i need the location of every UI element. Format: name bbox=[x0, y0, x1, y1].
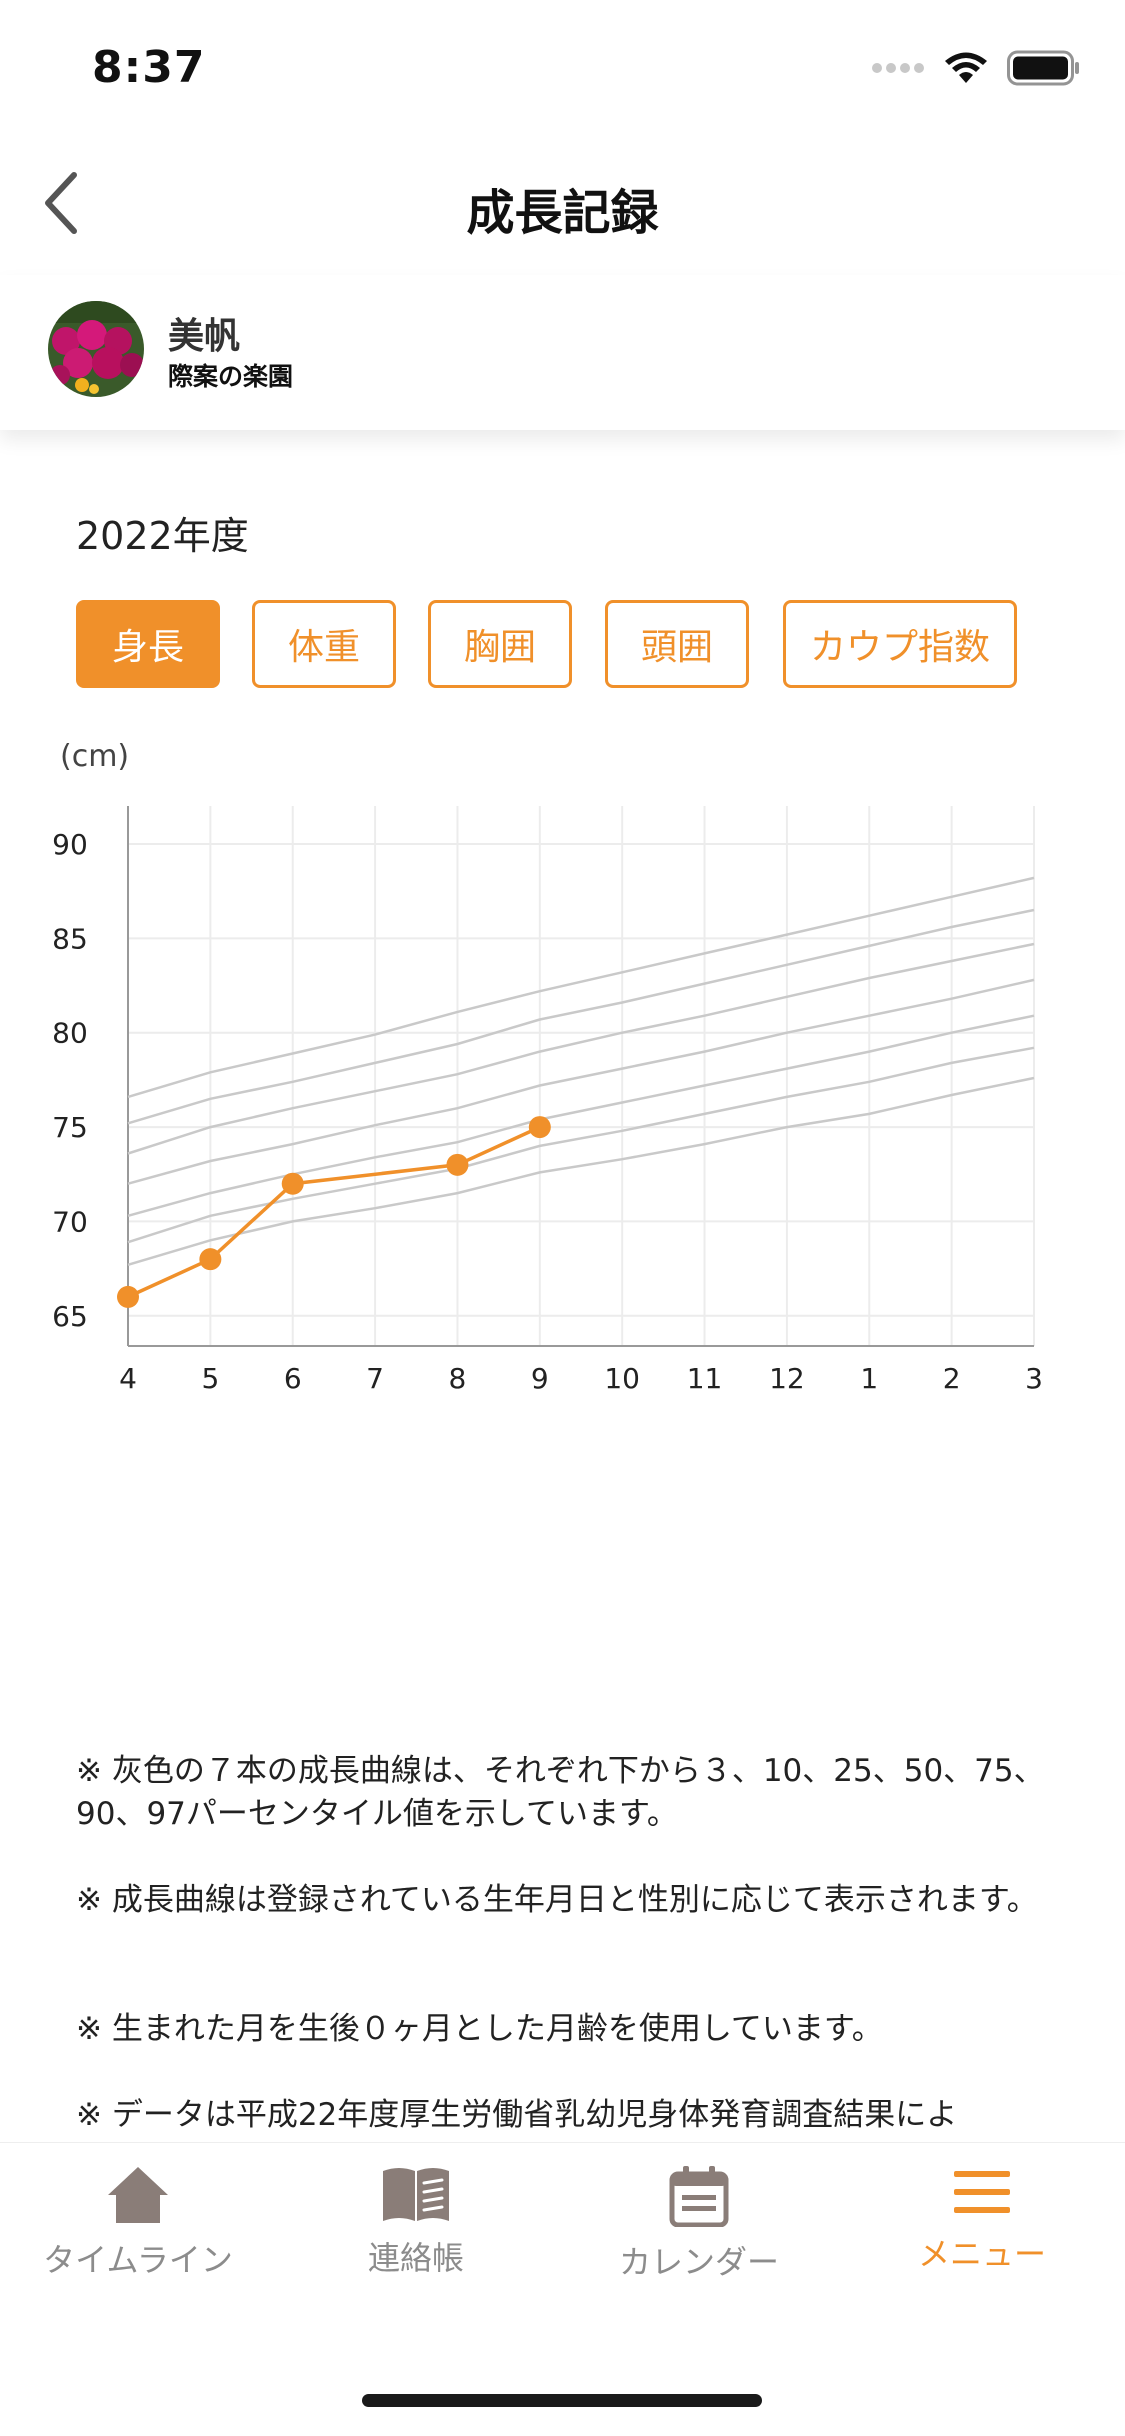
y-tick-label: 80 bbox=[52, 1017, 88, 1050]
calendar-icon bbox=[669, 2166, 729, 2227]
data-point[interactable] bbox=[528, 1116, 551, 1139]
x-tick-label: 1 bbox=[860, 1362, 878, 1390]
tab-bar-notebook[interactable]: 連絡帳 bbox=[276, 2165, 556, 2295]
growth-record-content[interactable]: 2022年度 身長 体重 胸囲 頭囲 カウプ指数 65 70 75 80 85 90 4 5 6… bbox=[0, 430, 1125, 2142]
tab-height[interactable]: 身長 bbox=[76, 600, 220, 688]
home-indicator bbox=[362, 2394, 762, 2407]
fiscal-year-label: 2022年度 bbox=[76, 514, 249, 558]
percentile-curve bbox=[127, 1014, 1035, 1218]
y-tick-label: 90 bbox=[52, 828, 88, 861]
tab-chest[interactable]: 胸囲 bbox=[428, 600, 572, 688]
status-time: 8:37 bbox=[92, 42, 206, 93]
note-birthdate: ※ 成長曲線は登録されている生年月日と性別に応じて表示されます。 bbox=[76, 1882, 1038, 1918]
x-tick-label: 5 bbox=[201, 1362, 219, 1390]
y-tick-label: 70 bbox=[52, 1205, 88, 1238]
navigation-bar: 成長記録 bbox=[0, 135, 1125, 275]
child-name: 美帆 bbox=[168, 316, 241, 357]
y-axis-label: (cm) bbox=[60, 739, 129, 774]
tab-bar-menu[interactable]: メニュー bbox=[842, 2165, 1122, 2295]
series-line bbox=[127, 1125, 541, 1299]
x-tick-label: 4 bbox=[119, 1362, 137, 1390]
percentile-curve bbox=[127, 1046, 1035, 1244]
x-tick-label: 2 bbox=[943, 1362, 961, 1390]
y-tick-label: 65 bbox=[52, 1300, 88, 1333]
x-tick-label: 7 bbox=[366, 1362, 384, 1390]
child-profile-header: 美帆 際案の楽園 bbox=[0, 275, 1125, 430]
percentile-curve bbox=[127, 942, 1035, 1155]
data-point[interactable] bbox=[446, 1153, 469, 1176]
bottom-tab-bar: タイムライン 連絡帳 カレンダー bbox=[0, 2142, 1125, 2436]
chevron-left-icon bbox=[45, 172, 77, 234]
data-point[interactable] bbox=[281, 1172, 304, 1195]
x-tick-label: 10 bbox=[604, 1362, 640, 1390]
signal-icon bbox=[872, 63, 924, 73]
data-point[interactable] bbox=[199, 1248, 222, 1271]
status-icons bbox=[871, 48, 1081, 88]
battery-icon bbox=[1007, 50, 1079, 86]
percentile-curve bbox=[127, 978, 1035, 1185]
x-tick-label: 8 bbox=[449, 1362, 467, 1390]
note-data-source: ※ データは平成22年度厚生労働省乳幼児身体発育調査結果によ bbox=[76, 2097, 958, 2133]
percentile-curve bbox=[127, 1076, 1035, 1266]
y-tick-label: 75 bbox=[52, 1111, 88, 1144]
tab-head[interactable]: 頭囲 bbox=[605, 600, 749, 688]
avatar bbox=[48, 301, 144, 397]
wifi-icon bbox=[945, 52, 987, 83]
tab-weight[interactable]: 体重 bbox=[252, 600, 396, 688]
x-tick-label: 9 bbox=[531, 1362, 549, 1390]
school-name: 際案の楽園 bbox=[168, 362, 294, 391]
book-icon bbox=[383, 2168, 449, 2221]
note-month-age: ※ 生まれた月を生後０ヶ月とした月齢を使用しています。 bbox=[76, 2011, 883, 2047]
x-tick-label: 12 bbox=[769, 1362, 805, 1390]
menu-icon bbox=[954, 2171, 1010, 2213]
back-button[interactable] bbox=[20, 163, 100, 243]
tab-bar-calendar[interactable]: カレンダー bbox=[559, 2165, 839, 2295]
percentile-curve bbox=[127, 908, 1035, 1125]
x-tick-label: 11 bbox=[687, 1362, 723, 1390]
note-percentile: ※ 灰色の７本の成長曲線は、それぞれ下から３、10、25、50、75、90、97… bbox=[76, 1753, 1045, 1832]
status-bar: 8:37 bbox=[0, 0, 1125, 135]
page-title: 成長記録 bbox=[466, 185, 659, 241]
x-tick-label: 6 bbox=[284, 1362, 302, 1390]
tab-bar-timeline[interactable]: タイムライン bbox=[0, 2165, 278, 2295]
data-point[interactable] bbox=[117, 1285, 139, 1308]
home-icon bbox=[108, 2167, 168, 2223]
tab-kaup-index[interactable]: カウプ指数 bbox=[783, 600, 1017, 688]
y-tick-label: 85 bbox=[52, 922, 88, 955]
x-tick-label: 3 bbox=[1025, 1362, 1043, 1390]
percentile-curve bbox=[127, 876, 1035, 1099]
